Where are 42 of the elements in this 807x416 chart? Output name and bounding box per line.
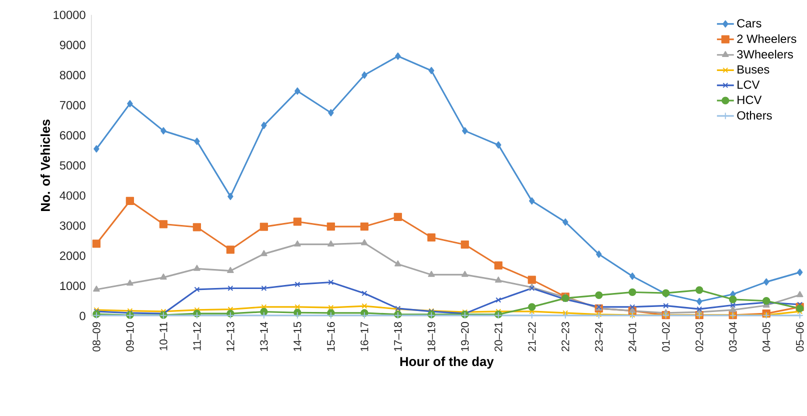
y-tick-label: 1000 (60, 281, 86, 290)
x-tick-label: 05–06 (796, 322, 804, 352)
y-tick-label: 8000 (60, 70, 86, 80)
x-tick-label: 08–09 (92, 322, 100, 352)
x-tick-label: 04–05 (762, 322, 770, 352)
y-tick-label: 9000 (60, 40, 86, 50)
x-tick-label: 20–21 (494, 322, 502, 352)
x-tick-label: 15–16 (327, 322, 335, 351)
legend-label: 2 Wheelers (737, 34, 796, 43)
y-tick-label: 3000 (60, 221, 86, 230)
x-tick-label: 11–12 (193, 322, 201, 350)
legend-label: Buses (738, 65, 770, 74)
y-tick-label: 2000 (60, 251, 86, 260)
x-tick-label: 21–22 (528, 322, 536, 352)
x-tick-label: 24–01 (628, 322, 636, 352)
x-tick-label: 09–10 (126, 322, 134, 352)
x-tick-label: 16–17 (360, 322, 368, 351)
x-tick-label: 17–18 (394, 322, 402, 351)
legend-label: Cars (737, 18, 762, 28)
legend-label: Others (737, 110, 772, 120)
x-tick-label: 01–02 (662, 322, 670, 352)
y-tick-label: 0 (80, 312, 86, 320)
x-tick-label: 22–23 (562, 322, 570, 352)
x-tick-label: 02–03 (696, 322, 704, 352)
y-tick-label: 4000 (60, 191, 86, 200)
x-tick-label: 13–14 (260, 322, 268, 351)
x-tick-label: 03–04 (729, 322, 737, 352)
x-tick-label: 18–19 (428, 322, 436, 351)
x-tick-label: 14–15 (294, 322, 302, 351)
y-tick-label: 10000 (54, 10, 86, 19)
legend-label: LCV (738, 80, 760, 89)
x-tick-label: 12–13 (226, 322, 234, 351)
y-tick-label: 5000 (60, 161, 86, 170)
x-tick-label: 23–24 (595, 322, 603, 352)
legend-label: 3Wheelers (737, 50, 793, 58)
legend-label: HCV (738, 96, 762, 104)
x-axis-title: Hour of the day (400, 356, 494, 368)
x-tick-label: 19–20 (461, 322, 469, 351)
y-axis-title: No. of Vehicles (40, 119, 50, 211)
y-tick-label: 6000 (60, 130, 86, 140)
y-tick-label: 7000 (60, 100, 86, 110)
x-tick-label: 10–11 (160, 322, 168, 350)
